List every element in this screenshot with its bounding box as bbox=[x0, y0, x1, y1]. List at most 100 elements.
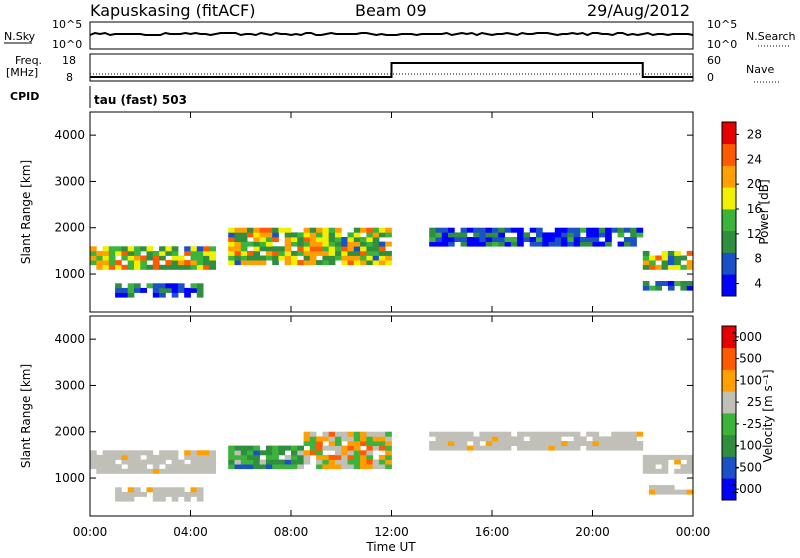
data-cell bbox=[385, 436, 392, 442]
data-cell bbox=[655, 285, 662, 291]
data-cell bbox=[554, 441, 562, 446]
data-cell bbox=[209, 454, 216, 460]
data-cell bbox=[127, 491, 135, 497]
data-cell bbox=[328, 237, 336, 242]
data-cell bbox=[372, 436, 380, 442]
data-cell bbox=[278, 445, 286, 451]
data-cell bbox=[573, 232, 581, 238]
data-cell bbox=[372, 260, 380, 266]
data-cell bbox=[259, 459, 267, 465]
data-cell bbox=[115, 260, 122, 266]
freq-trace bbox=[90, 62, 693, 78]
data-cell bbox=[466, 436, 474, 442]
data-cell bbox=[542, 241, 549, 247]
data-cell bbox=[115, 250, 122, 256]
data-cell bbox=[353, 454, 361, 460]
data-cell bbox=[328, 260, 336, 266]
data-cell bbox=[90, 454, 97, 460]
data-cell bbox=[523, 232, 531, 238]
data-cell bbox=[649, 489, 656, 495]
data-cell bbox=[448, 232, 455, 238]
data-cell bbox=[385, 441, 392, 446]
data-cell bbox=[686, 281, 694, 286]
data-cell bbox=[203, 250, 210, 256]
data-cell bbox=[196, 287, 204, 293]
data-cell bbox=[492, 227, 499, 233]
colorbar-step bbox=[722, 209, 736, 232]
data-cell bbox=[517, 436, 524, 442]
data-cell bbox=[686, 464, 694, 470]
data-cell bbox=[579, 441, 587, 446]
data-cell bbox=[159, 454, 166, 460]
data-cell bbox=[623, 237, 631, 242]
data-cell bbox=[360, 241, 367, 247]
data-cell bbox=[159, 491, 166, 497]
data-cell bbox=[542, 232, 549, 238]
data-cell bbox=[366, 246, 374, 252]
data-cell bbox=[297, 246, 304, 252]
data-cell bbox=[234, 241, 242, 247]
data-cell bbox=[586, 431, 593, 437]
data-cell bbox=[573, 241, 581, 247]
data-cell bbox=[473, 237, 480, 242]
data-cell bbox=[454, 441, 461, 446]
data-cell bbox=[297, 445, 304, 451]
data-cell bbox=[134, 246, 141, 252]
data-cell bbox=[347, 255, 355, 261]
data-cell bbox=[605, 441, 612, 446]
nsky-trace bbox=[89, 31, 694, 37]
data-cell bbox=[140, 468, 147, 474]
data-cell bbox=[316, 454, 323, 460]
data-cell bbox=[485, 441, 493, 446]
colorbar-step bbox=[722, 326, 736, 349]
data-cell bbox=[284, 459, 292, 465]
data-cell bbox=[492, 232, 499, 238]
data-cell bbox=[661, 281, 669, 286]
data-cell bbox=[102, 255, 110, 261]
data-cell bbox=[265, 255, 273, 261]
data-cell bbox=[341, 260, 348, 266]
data-cell bbox=[228, 260, 235, 266]
data-cell bbox=[579, 241, 587, 247]
colorbar-tick-label: 12 bbox=[747, 227, 762, 241]
data-cell bbox=[196, 450, 204, 456]
data-cell bbox=[203, 459, 210, 465]
data-cell bbox=[127, 464, 135, 470]
data-cell bbox=[152, 283, 160, 289]
data-cell bbox=[134, 459, 141, 465]
data-cell bbox=[460, 232, 468, 238]
data-cell bbox=[649, 464, 656, 470]
data-cell bbox=[159, 459, 166, 465]
data-cell bbox=[272, 255, 279, 261]
data-cell bbox=[240, 445, 248, 451]
data-cell bbox=[335, 241, 342, 247]
data-cell bbox=[372, 431, 380, 437]
data-cell bbox=[655, 489, 662, 495]
data-cell bbox=[466, 241, 474, 247]
data-cell bbox=[649, 468, 656, 474]
data-cell bbox=[134, 255, 141, 261]
nsky-panel bbox=[89, 21, 694, 50]
data-cell bbox=[347, 232, 355, 238]
data-cell bbox=[429, 237, 436, 242]
data-cell bbox=[517, 241, 524, 247]
data-cell bbox=[485, 241, 493, 247]
data-cell bbox=[234, 445, 242, 451]
data-cell bbox=[498, 232, 505, 238]
data-cell bbox=[228, 454, 235, 460]
data-cell bbox=[140, 491, 147, 497]
data-cell bbox=[152, 468, 160, 474]
data-cell bbox=[548, 445, 556, 451]
x-tick-label: 16:00 bbox=[475, 525, 510, 539]
data-cell bbox=[159, 264, 166, 270]
data-cell bbox=[90, 250, 97, 256]
data-cell bbox=[504, 436, 512, 442]
data-cell bbox=[284, 246, 292, 252]
data-cell bbox=[485, 431, 493, 437]
data-cell bbox=[655, 468, 662, 474]
data-cell bbox=[674, 264, 681, 270]
data-cell bbox=[190, 454, 198, 460]
data-cell bbox=[561, 227, 568, 233]
data-cell bbox=[529, 237, 537, 242]
beam-title: Beam 09 bbox=[355, 1, 427, 20]
